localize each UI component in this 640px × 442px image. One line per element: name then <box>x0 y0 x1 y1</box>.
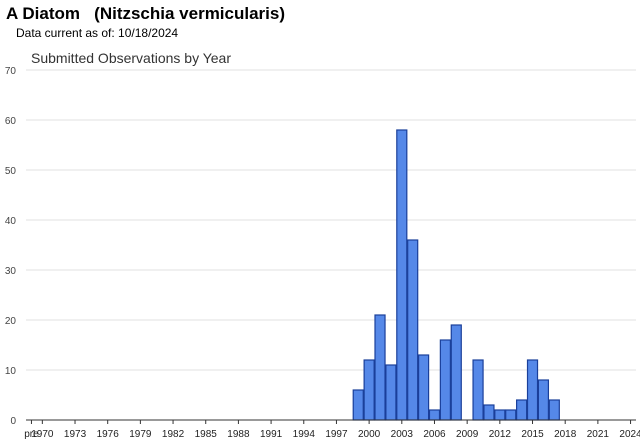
x-tick-label: 2018 <box>554 429 577 440</box>
x-tick-label: 2006 <box>423 429 446 440</box>
x-tick-label: 1988 <box>227 429 250 440</box>
bar-2015 <box>526 359 539 421</box>
x-tick-label: 2000 <box>358 429 381 440</box>
bar-2004 <box>407 239 419 421</box>
y-tick-label: 70 <box>5 66 17 77</box>
data-current-label: Data current as of: 10/18/2024 <box>16 26 179 40</box>
x-tick-label: 1991 <box>260 429 283 440</box>
x-tick-label: 1973 <box>64 429 87 440</box>
chart-title: Submitted Observations by Year <box>31 50 232 66</box>
x-tick-label: 1982 <box>162 429 185 440</box>
bar-1999 <box>352 389 364 421</box>
bar-2005 <box>417 354 430 421</box>
bar-2001 <box>374 314 386 421</box>
x-tick-label: 1985 <box>195 429 218 440</box>
x-tick-label: 2021 <box>587 429 610 440</box>
species-title: A Diatom (Nitzschia vermicularis) <box>6 4 286 23</box>
x-tick-label: 1976 <box>97 429 120 440</box>
bar-2017 <box>548 399 560 421</box>
x-tick-label: pre <box>24 429 39 440</box>
y-axis-ticks: 0 10 20 30 40 50 60 70 <box>5 66 17 427</box>
bar-2016 <box>537 379 550 421</box>
x-tick-label: 2015 <box>521 429 544 440</box>
y-tick-label: 0 <box>10 416 16 427</box>
bars <box>352 129 560 421</box>
x-tick-label: 1997 <box>325 429 348 440</box>
x-tick-label: 2024 <box>619 429 640 440</box>
bar-2003 <box>396 129 408 421</box>
x-tick-label: 2003 <box>391 429 414 440</box>
bar-2013 <box>505 409 517 421</box>
bar-2007 <box>439 339 451 421</box>
y-tick-label: 50 <box>5 166 17 177</box>
y-tick-label: 30 <box>5 266 17 277</box>
x-tick-label: 2009 <box>456 429 479 440</box>
bar-2012 <box>494 409 506 421</box>
bar-2014 <box>516 399 528 421</box>
y-tick-label: 60 <box>5 116 17 127</box>
bar-2008 <box>450 324 462 421</box>
x-tick-label: 1979 <box>129 429 152 440</box>
x-tick-label: 1994 <box>293 429 316 440</box>
x-tick-label: 2012 <box>489 429 512 440</box>
y-tick-label: 40 <box>5 216 17 227</box>
bar-2010 <box>472 359 484 421</box>
x-tick-label: 1970 <box>31 429 54 440</box>
bar-2011 <box>483 404 495 421</box>
grid-lines <box>26 69 636 371</box>
bar-2002 <box>385 364 397 421</box>
y-tick-label: 10 <box>5 366 17 377</box>
y-tick-label: 20 <box>5 316 17 327</box>
bar-2000 <box>363 359 375 421</box>
bar-2006 <box>428 409 441 421</box>
